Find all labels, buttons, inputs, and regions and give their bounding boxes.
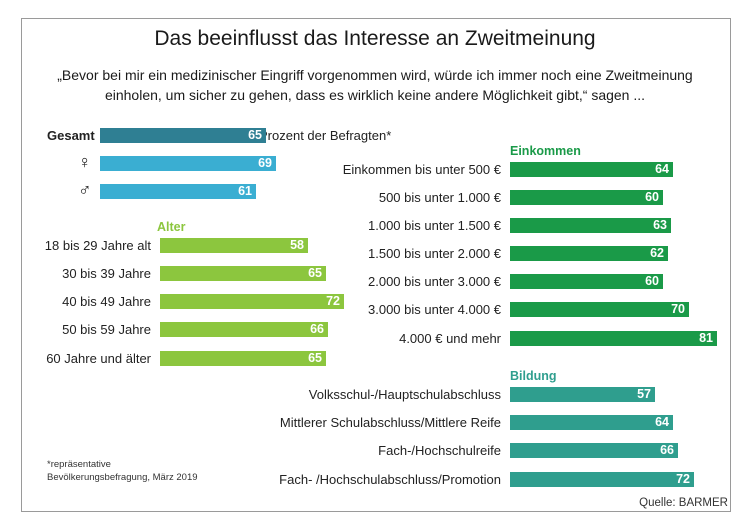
unit-note: Prozent der Befragten* xyxy=(259,128,392,143)
bar: 81 xyxy=(510,331,717,346)
category-label: Fach- /Hochschulabschluss/Promotion xyxy=(279,472,501,487)
bar-value-label: 65 xyxy=(308,266,322,280)
bar-value-label: 70 xyxy=(671,302,685,316)
chart-title: Das beeinflusst das Interesse an Zweitme… xyxy=(154,27,596,50)
bar-value-label: 57 xyxy=(637,387,651,401)
footnote-line-1: *repräsentative xyxy=(47,459,111,470)
bar: 63 xyxy=(510,218,671,233)
category-label: 4.000 € und mehr xyxy=(399,331,501,346)
chart-frame xyxy=(21,18,731,512)
category-label: Gesamt xyxy=(47,128,95,143)
bar-value-label: 72 xyxy=(326,294,340,308)
category-label: 1.000 bis unter 1.500 € xyxy=(368,218,501,233)
female-icon: ♀ xyxy=(78,152,92,172)
bar: 64 xyxy=(510,415,673,430)
category-label: 2.000 bis unter 3.000 € xyxy=(368,274,501,289)
category-label: 40 bis 49 Jahre xyxy=(62,294,151,309)
category-label: 3.000 bis unter 4.000 € xyxy=(368,302,501,317)
category-label: Fach-/Hochschulreife xyxy=(378,443,501,458)
bar-value-label: 60 xyxy=(645,190,659,204)
bar-value-label: 81 xyxy=(699,331,713,345)
bar-value-label: 64 xyxy=(655,162,669,176)
bar: 62 xyxy=(510,246,668,261)
bar: 60 xyxy=(510,274,663,289)
bar-value-label: 65 xyxy=(308,351,322,365)
footnote-line-2: Bevölkerungsbefragung, März 2019 xyxy=(47,472,198,483)
bar: 57 xyxy=(510,387,655,402)
category-label: 30 bis 39 Jahre xyxy=(62,266,151,281)
category-label: Volksschul-/Hauptschulabschluss xyxy=(308,387,501,402)
bar-value-label: 63 xyxy=(653,218,667,232)
footnote: *repräsentative Bevölkerungsbefragung, M… xyxy=(47,458,198,484)
category-label: 500 bis unter 1.000 € xyxy=(378,190,501,205)
bar-value-label: 65 xyxy=(248,128,262,142)
category-label: 50 bis 59 Jahre xyxy=(62,322,151,337)
bar: 70 xyxy=(510,302,689,317)
bar-value-label: 61 xyxy=(238,184,252,198)
bar: 65 xyxy=(160,351,326,366)
category-label: Einkommen bis unter 500 € xyxy=(342,162,501,177)
category-label: 18 bis 29 Jahre alt xyxy=(44,238,151,253)
group-title-alter: Alter xyxy=(157,220,186,234)
category-label: 60 Jahre und älter xyxy=(46,351,151,366)
chart-subtitle: „Bevor bei mir ein medizinischer Eingrif… xyxy=(57,67,693,103)
bar-value-label: 60 xyxy=(645,274,659,288)
bar-value-label: 58 xyxy=(290,238,304,252)
bar: 60 xyxy=(510,190,663,205)
category-label: Mittlerer Schulabschluss/Mittlere Reife xyxy=(279,415,501,430)
bar-value-label: 62 xyxy=(650,246,664,260)
bar-value-label: 64 xyxy=(655,415,669,429)
bar: 65 xyxy=(160,266,326,281)
bar-value-label: 66 xyxy=(660,443,674,457)
bar: 72 xyxy=(160,294,344,309)
source-credit: Quelle: BARMER xyxy=(639,497,728,509)
bar: 66 xyxy=(510,443,678,458)
bar: 66 xyxy=(160,322,328,337)
bar: 72 xyxy=(510,472,694,487)
bar: 69 xyxy=(100,156,276,171)
category-label: 1.500 bis unter 2.000 € xyxy=(368,246,501,261)
bar: 64 xyxy=(510,162,673,177)
group-title-einkommen: Einkommen xyxy=(510,144,581,158)
male-icon: ♂ xyxy=(78,180,92,200)
group-title-bildung: Bildung xyxy=(510,369,557,383)
bar: 65 xyxy=(100,128,266,143)
bar-value-label: 72 xyxy=(676,472,690,486)
bar-value-label: 66 xyxy=(310,322,324,336)
bar: 58 xyxy=(160,238,308,253)
bar: 61 xyxy=(100,184,256,199)
bar-value-label: 69 xyxy=(258,156,272,170)
